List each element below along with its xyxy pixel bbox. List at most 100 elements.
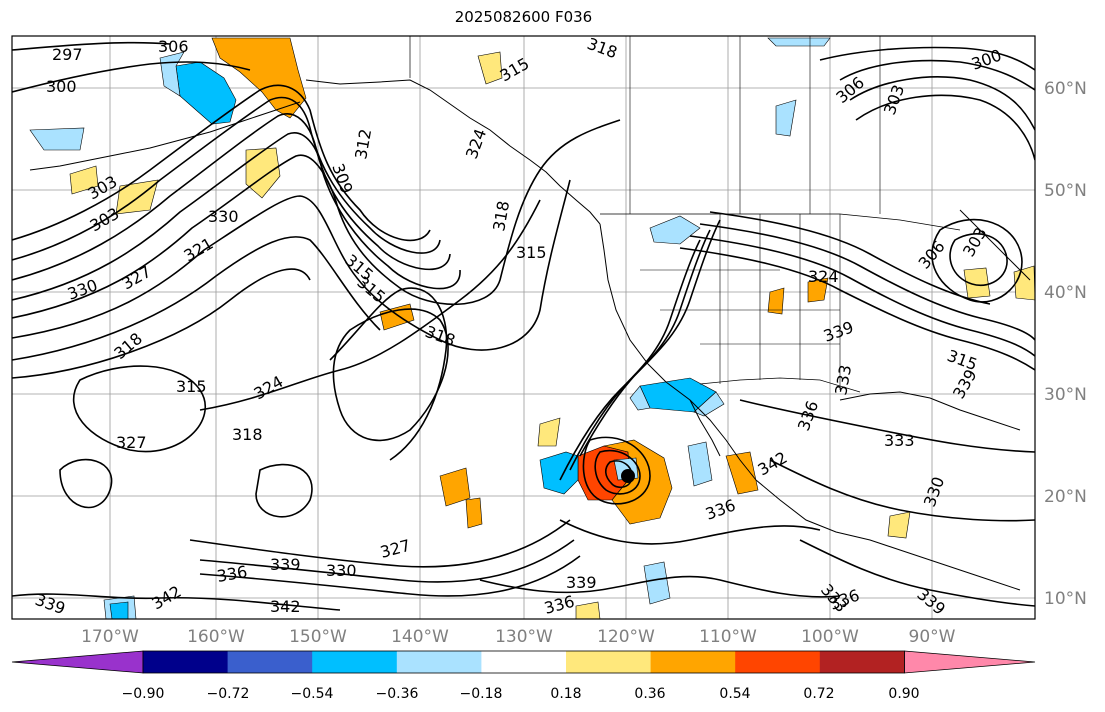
colorbar [11, 650, 1036, 674]
contour-306 [12, 96, 441, 261]
colorbar-tick-label: −0.54 [291, 686, 334, 702]
shade-yellow-west [69, 165, 99, 195]
shade-yellow-s [575, 601, 601, 619]
contour-label-330: 330 [326, 561, 357, 580]
graticule [12, 36, 1035, 619]
shade-yellow-ne2 [1013, 265, 1035, 301]
contour-label-339: 339 [270, 555, 301, 574]
coast-mexico [755, 479, 1021, 591]
shade-lightblue-s [643, 561, 671, 605]
colorbar-bin [143, 651, 229, 673]
coastlines [29, 36, 1031, 591]
colorbar-tick-label: −0.18 [460, 686, 503, 702]
baja-peninsula [689, 399, 721, 457]
contour-label-306: 306 [158, 37, 189, 56]
shaded-field [29, 37, 1035, 619]
shade-orange-e4 [767, 287, 785, 315]
colorbar-extend-high [904, 650, 1036, 674]
contour-297 [12, 41, 171, 51]
contour-ne-jet2 [839, 59, 1035, 91]
contour-storm-tail3 [559, 239, 701, 481]
contour-east1 [679, 247, 1035, 371]
colorbar-bin [819, 651, 905, 673]
shade-yellow-gulf [245, 147, 281, 199]
lon-label: 120°W [597, 627, 655, 647]
contour-lines [12, 41, 1035, 611]
contour-label-342: 342 [270, 597, 301, 616]
contour-mid1 [199, 199, 541, 411]
lat-label: 20°N [1044, 487, 1087, 507]
shade-yellow-ne [963, 267, 991, 299]
coast-east [959, 209, 1031, 281]
colorbar-bin [227, 651, 313, 673]
coast-aleutians [29, 101, 301, 171]
contour-ne-loop2 [949, 233, 1008, 287]
lon-label: 170°W [81, 627, 139, 647]
contour-mex2 [769, 459, 1035, 522]
contour-east4 [709, 211, 991, 305]
contour-label-315: 315 [516, 243, 547, 262]
contour-312 [12, 132, 461, 301]
contour-324 [12, 268, 311, 379]
contour-storm-tail1 [579, 219, 721, 457]
map-background [12, 36, 1035, 619]
contour-loop-w [59, 458, 113, 509]
shade-blue-sw [109, 601, 129, 619]
cyclone-center [621, 469, 635, 483]
coast-gulf [839, 391, 1021, 431]
shade-lightblue-mex [687, 441, 713, 487]
shade-yellow-east [537, 417, 561, 447]
contour-label-315: 315 [176, 377, 207, 396]
lon-label: 160°W [187, 627, 245, 647]
lon-label: 90°W [909, 627, 956, 647]
colorbar-tick-label: 0.90 [888, 686, 919, 702]
contour-300 [12, 61, 251, 93]
colorbar-tick-label: −0.36 [376, 686, 419, 702]
shade-orange-west [439, 467, 471, 507]
contour-label-300: 300 [46, 77, 77, 96]
border-us-states [640, 214, 841, 390]
lon-label: 150°W [289, 627, 347, 647]
contour-label-333: 333 [884, 431, 915, 450]
colorbar-bin [312, 651, 398, 673]
lat-label: 60°N [1044, 79, 1087, 99]
lon-label: 100°W [801, 627, 859, 647]
border-canada-us [600, 213, 961, 231]
colorbar-bin [735, 651, 821, 673]
contour-label-297: 297 [52, 45, 83, 64]
colorbar-extend-low [11, 650, 144, 674]
contour-tropics2 [199, 539, 575, 583]
colorbar-tick-label: 0.36 [634, 686, 665, 702]
shade-orange-s2 [465, 497, 483, 529]
map-frame [11, 35, 1036, 620]
contour-ne-jet3 [849, 76, 1035, 131]
lat-label: 30°N [1044, 385, 1087, 405]
shade-yellow-north [477, 51, 503, 85]
shade-orange-mid [379, 303, 415, 331]
contour-318 [12, 179, 571, 351]
border-us-mexico [699, 377, 861, 393]
contour-mex3 [799, 539, 1035, 607]
colorbar-bin [650, 651, 736, 673]
lat-label: 40°N [1044, 283, 1087, 303]
shade-lightblue-n [775, 99, 797, 137]
contour-315 [12, 119, 621, 319]
contour-label-339: 339 [566, 573, 597, 592]
contour-ne-jet1 [819, 46, 1035, 71]
lon-label: 110°W [699, 627, 757, 647]
contour-tropics1 [189, 519, 571, 568]
lon-label: 130°W [495, 627, 553, 647]
contour-fat-loop [73, 365, 207, 453]
shade-blue-alaska [175, 61, 237, 125]
contour-label-318: 318 [232, 425, 263, 444]
coast-us-west [599, 223, 757, 481]
contour-s2 [559, 519, 821, 545]
contour-303 [12, 84, 431, 242]
shade-lightblue-baja [629, 385, 725, 417]
contour-storm-tail2 [569, 229, 711, 471]
shade-lightblue-ne [767, 37, 831, 47]
contour-ne-jet4 [855, 94, 1035, 161]
colorbar-bin [396, 651, 482, 673]
contour-label-330: 330 [208, 207, 239, 226]
colorbar-bin [566, 651, 652, 673]
